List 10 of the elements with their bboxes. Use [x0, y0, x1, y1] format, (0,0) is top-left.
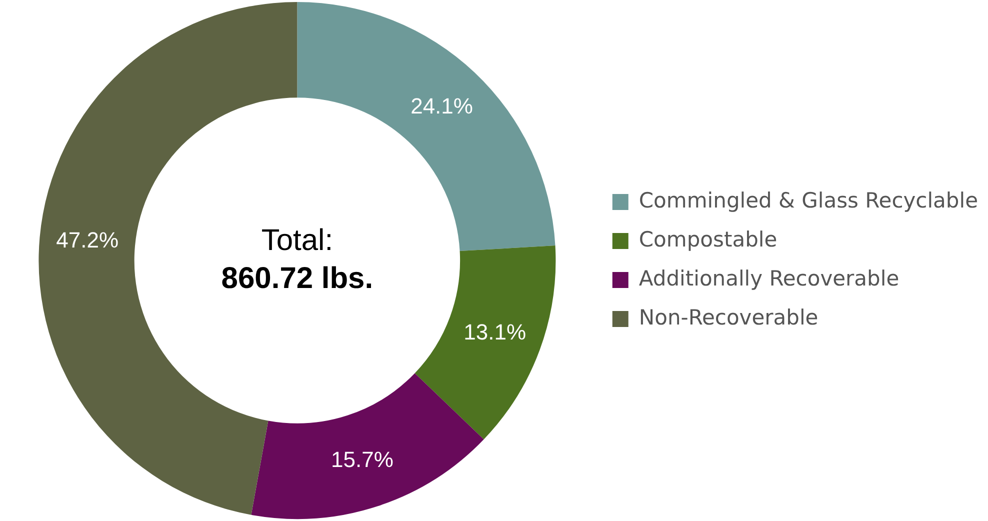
text: Total: — [261, 224, 334, 257]
data-label: 15.7% — [331, 446, 394, 472]
legend-label: Additionally Recoverable — [638, 266, 900, 290]
legend-label: Commingled & Glass Recyclable — [638, 188, 978, 212]
legend-label: Non-Recoverable — [638, 305, 818, 330]
text: 860.72 lbs. — [221, 262, 374, 295]
data-label: 13.1% — [464, 319, 526, 344]
legend-label: Compostable — [638, 227, 778, 252]
data-label: 47.2% — [56, 228, 119, 253]
data-label: 24.1% — [410, 93, 473, 118]
